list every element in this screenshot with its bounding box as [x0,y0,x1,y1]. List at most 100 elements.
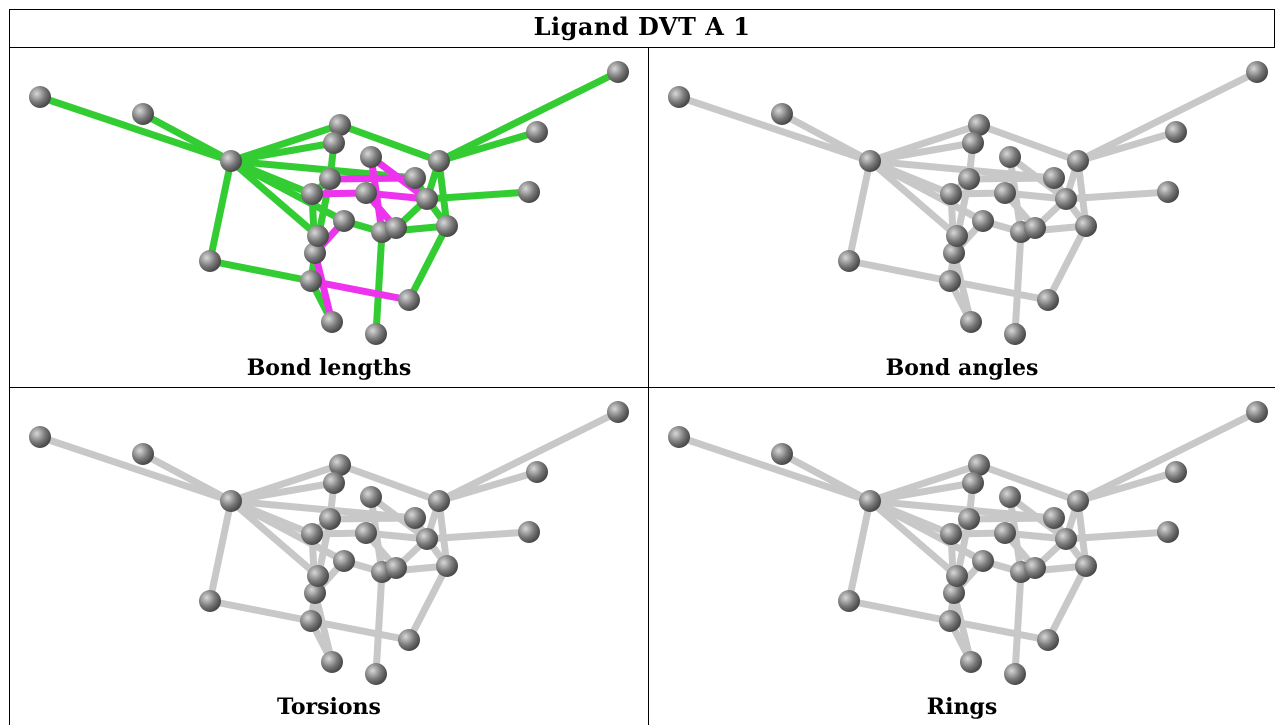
bond [1011,568,1025,678]
atom [1037,629,1059,651]
bond [975,121,1082,165]
atom [962,132,984,154]
atom [518,181,540,203]
atom [1165,461,1187,483]
atom [319,168,341,190]
atom [1165,121,1187,143]
atom [859,490,881,512]
bond [845,157,874,265]
atom [365,663,387,685]
bond-outlier [307,277,413,304]
atom [1067,150,1089,172]
atom [132,443,154,465]
atom [1043,167,1065,189]
grid-line-center [648,47,649,725]
atom [436,215,458,237]
atom [526,461,548,483]
atom [220,150,242,172]
bond [845,597,954,625]
atom [999,486,1021,508]
atom [333,550,355,572]
bond [675,93,874,165]
bond [227,139,338,165]
atom [958,508,980,530]
atom [943,242,965,264]
atom [307,565,329,587]
bond [206,157,235,265]
panel-rings: Rings [649,388,1275,725]
atom [968,114,990,136]
atom [404,167,426,189]
atom [940,523,962,545]
atom [301,523,323,545]
atom [355,522,377,544]
bond [1074,408,1261,505]
bond [1074,68,1261,165]
atom [994,182,1016,204]
bond [206,597,315,625]
atom [307,225,329,247]
title-row: Ligand DVT A 1 [9,9,1275,47]
atom [1246,61,1268,83]
atom [1004,663,1026,685]
atom [668,426,690,448]
panel-caption: Torsions [277,694,381,720]
molecule-torsions [29,401,629,685]
molecule-rings [668,401,1268,685]
bond [435,68,622,165]
bond [372,568,386,678]
bond [227,157,322,240]
bond [139,110,235,165]
atom [416,528,438,550]
panel-caption: Bond angles [885,355,1039,381]
atom [946,565,968,587]
bond-outlier [367,493,431,543]
atom [300,610,322,632]
grid-line-left [9,9,10,725]
atom [968,454,990,476]
atom [220,490,242,512]
atom [1157,521,1179,543]
ligand-figure: Ligand DVT A 1 Bond lengths Bond angles … [9,9,1275,725]
atom [1246,401,1268,423]
atom [838,250,860,272]
atom [958,168,980,190]
panel-bond-angles: Bond angles [649,48,1275,387]
atom [29,86,51,108]
atom [859,150,881,172]
bond [866,139,977,165]
bond [435,408,622,505]
atom [132,103,154,125]
atom [323,132,345,154]
bond [336,121,443,165]
atom [607,61,629,83]
atom [1024,217,1046,239]
atom [1075,555,1097,577]
atom [29,426,51,448]
atom [1075,215,1097,237]
atom [436,555,458,577]
bond [206,257,315,285]
atom [1157,181,1179,203]
atom [962,472,984,494]
bond [975,461,1082,505]
atom [1067,490,1089,512]
bond [778,450,874,505]
atom [329,454,351,476]
bond [405,562,451,644]
bond [227,479,338,505]
bond-outlier [946,617,1052,644]
bond [1074,468,1180,505]
atom [360,486,382,508]
figure-title: Ligand DVT A 1 [533,12,751,41]
atom [946,225,968,247]
bond [866,497,961,580]
bond [1044,222,1090,304]
atom [365,323,387,345]
bond-outlier [311,249,336,326]
bond [36,93,235,165]
atom [329,114,351,136]
atom [1055,528,1077,550]
bond [372,228,386,338]
atom [300,270,322,292]
